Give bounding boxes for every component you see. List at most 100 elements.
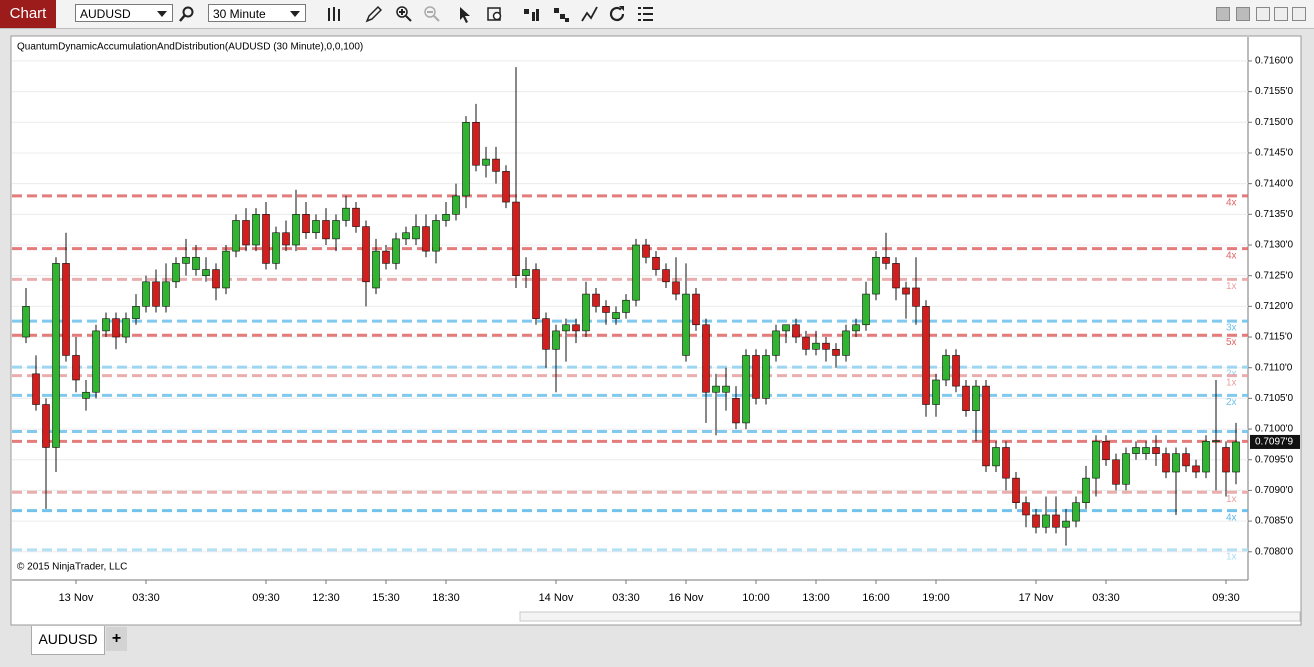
candle-body	[1152, 447, 1160, 454]
close-button[interactable]	[1292, 7, 1306, 21]
window-button[interactable]	[1236, 7, 1250, 21]
candle-body	[1122, 453, 1130, 485]
properties-icon[interactable]	[636, 5, 654, 23]
candle-body	[882, 256, 890, 264]
candle-body	[422, 226, 430, 252]
candle-body	[432, 220, 440, 252]
candle-body	[62, 263, 70, 356]
candle-body	[1082, 477, 1090, 503]
candle-body	[392, 238, 400, 264]
candle-body	[562, 324, 570, 332]
y-tick-label: 0.7145'0	[1255, 148, 1293, 159]
draw-icon[interactable]	[364, 5, 382, 23]
data-box-icon[interactable]	[486, 5, 504, 23]
candle-body	[862, 293, 870, 326]
candle-body	[792, 324, 800, 338]
candle-body	[22, 306, 30, 338]
x-tick-label: 14 Nov	[539, 592, 574, 604]
chart-menu[interactable]: Chart	[0, 0, 56, 28]
last-price-label: 0.7097'9	[1255, 437, 1293, 448]
candle-body	[1222, 447, 1230, 473]
candle-body	[152, 281, 160, 307]
candle-body	[362, 226, 370, 283]
candle-body	[1072, 502, 1080, 522]
x-tick-label: 19:00	[922, 592, 950, 604]
candle-body	[182, 256, 190, 264]
candle-body	[632, 244, 640, 301]
level-label: 1x	[1226, 377, 1237, 388]
drawing-tools-icon[interactable]	[580, 5, 598, 23]
candle-body	[512, 201, 520, 276]
candle-body	[1142, 447, 1150, 454]
candle-body	[902, 287, 910, 295]
candle-body	[162, 281, 170, 307]
candle-body	[932, 379, 940, 405]
chart-panel	[10, 35, 1302, 626]
candle-body	[602, 306, 610, 313]
candle-body	[412, 226, 420, 240]
candle-body	[892, 263, 900, 289]
instrument-tab[interactable]: AUDUSD	[31, 626, 105, 655]
scrollbar[interactable]	[519, 611, 1301, 622]
candle-body	[52, 263, 60, 448]
candle-body	[872, 256, 880, 295]
add-tab-button[interactable]: +	[106, 627, 127, 651]
bars-icon[interactable]	[326, 5, 344, 23]
pointer-icon[interactable]	[456, 5, 474, 23]
candle-body	[992, 447, 1000, 467]
x-tick-label: 17 Nov	[1019, 592, 1054, 604]
interval-select[interactable]: 30 Minute	[208, 4, 306, 22]
candle-body	[202, 269, 210, 276]
candle-body	[122, 318, 130, 338]
candle-body	[952, 355, 960, 387]
minimize-button[interactable]	[1256, 7, 1270, 21]
y-tick-label: 0.7140'0	[1255, 178, 1293, 189]
candle-body	[1062, 520, 1070, 528]
candle-body	[522, 269, 530, 276]
y-tick-label: 0.7080'0	[1255, 546, 1293, 557]
candle-body	[282, 232, 290, 246]
search-icon[interactable]	[178, 5, 196, 23]
instrument-select[interactable]: AUDUSD	[75, 4, 173, 22]
reload-icon[interactable]	[608, 5, 626, 23]
candle-body	[382, 250, 390, 264]
candle-body	[92, 330, 100, 393]
candle-body	[1012, 477, 1020, 503]
y-tick-label: 0.7135'0	[1255, 209, 1293, 220]
candle-body	[1172, 453, 1180, 473]
candle-body	[912, 287, 920, 307]
candle-body	[462, 121, 470, 197]
candle-body	[312, 220, 320, 234]
candle-body	[982, 385, 990, 467]
candle-body	[402, 232, 410, 240]
candle-body	[172, 263, 180, 283]
candle-body	[582, 293, 590, 332]
candle-body	[532, 269, 540, 319]
x-tick-label: 10:00	[742, 592, 770, 604]
candle-body	[822, 342, 830, 350]
candle-body	[642, 244, 650, 258]
y-tick-label: 0.7090'0	[1255, 485, 1293, 496]
candle-body	[1202, 441, 1210, 473]
zoom-in-icon[interactable]	[394, 5, 412, 23]
candle-body	[622, 299, 630, 313]
window-button[interactable]	[1216, 7, 1230, 21]
y-tick-label: 0.7095'0	[1255, 454, 1293, 465]
y-tick-label: 0.7110'0	[1255, 362, 1293, 373]
x-tick-label: 09:30	[1212, 592, 1240, 604]
candle-body	[302, 214, 310, 234]
candle-body	[352, 207, 360, 227]
zoom-out-icon[interactable]	[422, 5, 440, 23]
candle-body	[32, 373, 40, 405]
x-tick-label: 16:00	[862, 592, 890, 604]
maximize-button[interactable]	[1274, 7, 1288, 21]
strategies-icon[interactable]	[522, 5, 540, 23]
y-tick-label: 0.7115'0	[1255, 332, 1293, 343]
candle-body	[332, 220, 340, 240]
indicators-icon[interactable]	[552, 5, 570, 23]
candle-body	[142, 281, 150, 307]
candle-body	[812, 342, 820, 350]
y-tick-label: 0.7125'0	[1255, 270, 1293, 281]
candle-body	[942, 355, 950, 381]
